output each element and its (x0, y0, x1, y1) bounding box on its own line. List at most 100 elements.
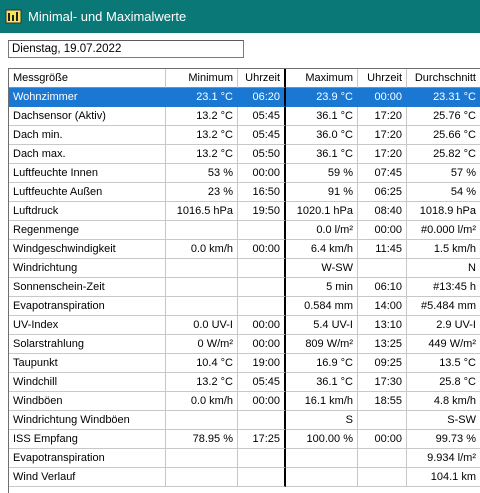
cell-average: 13.5 °C (407, 354, 480, 373)
table-row[interactable]: Windrichtung W-SW N (9, 259, 480, 278)
table-row[interactable]: Taupunkt 10.4 °C 19:00 16.9 °C 09:25 13.5 °C (9, 354, 480, 373)
cell-max-time: 17:30 (358, 373, 407, 392)
cell-average: #5.484 mm (407, 297, 480, 316)
cell-maximum: 36.1 °C (286, 107, 358, 126)
table-row[interactable]: Evapotranspiration 0.584 mm 14:00 #5.484 mm (9, 297, 480, 316)
cell-measure: Windchill (9, 373, 166, 392)
table-header[interactable]: Messgröße Minimum Uhrzeit Maximum Uhrzeit Dur… (9, 69, 480, 88)
cell-minimum: 23.1 °C (166, 88, 238, 107)
cell-max-time: 00:00 (358, 88, 407, 107)
cell-average: 25.66 °C (407, 126, 480, 145)
cell-measure: Windrichtung Windböen (9, 411, 166, 430)
cell-max-time: 13:10 (358, 316, 407, 335)
cell-minimum (166, 468, 238, 487)
cell-average: 449 W/m² (407, 335, 480, 354)
cell-minimum: 78.95 % (166, 430, 238, 449)
cell-minimum (166, 449, 238, 468)
cell-max-time: 00:00 (358, 221, 407, 240)
cell-maximum: 0.0 l/m² (286, 221, 358, 240)
cell-measure: Dach max. (9, 145, 166, 164)
cell-measure: Dach min. (9, 126, 166, 145)
table-row[interactable]: Solarstrahlung 0 W/m² 00:00 809 W/m² 13:25 44… (9, 335, 480, 354)
cell-maximum: 36.0 °C (286, 126, 358, 145)
cell-min-time: 05:45 (238, 107, 286, 126)
table-row[interactable]: Luftfeuchte Außen 23 % 16:50 91 % 06:25 54 % (9, 183, 480, 202)
cell-average: 23.31 °C (407, 88, 480, 107)
cell-min-time: 00:00 (238, 392, 286, 411)
cell-average: 104.1 km (407, 468, 480, 487)
min-max-table: Messgröße Minimum Uhrzeit Maximum Uhrzeit Dur… (8, 68, 480, 493)
cell-maximum: 809 W/m² (286, 335, 358, 354)
table-row[interactable]: Regenmenge 0.0 l/m² 00:00 #0.000 l/m² (9, 221, 480, 240)
column-header-minimum[interactable]: Minimum (166, 69, 238, 88)
cell-minimum (166, 259, 238, 278)
cell-maximum: 100.00 % (286, 430, 358, 449)
column-header-average[interactable]: Durchschnitt (407, 69, 480, 88)
cell-maximum: 91 % (286, 183, 358, 202)
table-row[interactable]: Luftdruck 1016.5 hPa 19:50 1020.1 hPa 08:40 1… (9, 202, 480, 221)
table-row[interactable]: Dach min. 13.2 °C 05:45 36.0 °C 17:20 25.66 °… (9, 126, 480, 145)
cell-minimum: 0.0 km/h (166, 240, 238, 259)
column-header-max-time[interactable]: Uhrzeit (358, 69, 407, 88)
table-row[interactable]: Dach max. 13.2 °C 05:50 36.1 °C 17:20 25.82 °… (9, 145, 480, 164)
cell-measure: Wohnzimmer (9, 88, 166, 107)
cell-maximum: 36.1 °C (286, 373, 358, 392)
title-bar: Minimal- und Maximalwerte (0, 0, 480, 33)
table-row[interactable]: Wind Verlauf 104.1 km (9, 468, 480, 487)
cell-measure: Sonnenschein-Zeit (9, 278, 166, 297)
cell-average: N (407, 259, 480, 278)
cell-max-time: 18:55 (358, 392, 407, 411)
table-row[interactable]: Luftfeuchte Innen 53 % 00:00 59 % 07:45 57 % (9, 164, 480, 183)
cell-measure: Wind Verlauf (9, 468, 166, 487)
cell-measure: Windgeschwindigkeit (9, 240, 166, 259)
cell-minimum: 13.2 °C (166, 373, 238, 392)
cell-average: 1.5 km/h (407, 240, 480, 259)
cell-max-time: 14:00 (358, 297, 407, 316)
cell-min-time: 00:00 (238, 164, 286, 183)
cell-min-time (238, 297, 286, 316)
app-icon (5, 9, 22, 24)
column-header-min-time[interactable]: Uhrzeit (238, 69, 286, 88)
cell-maximum: 59 % (286, 164, 358, 183)
cell-average: S-SW (407, 411, 480, 430)
cell-min-time: 19:50 (238, 202, 286, 221)
cell-min-time (238, 278, 286, 297)
cell-measure: UV-Index (9, 316, 166, 335)
cell-maximum: W-SW (286, 259, 358, 278)
cell-max-time: 17:20 (358, 107, 407, 126)
cell-min-time: 17:25 (238, 430, 286, 449)
table-row[interactable]: Windgeschwindigkeit 0.0 km/h 00:00 6.4 km/h… (9, 240, 480, 259)
cell-max-time: 09:25 (358, 354, 407, 373)
table-row[interactable]: ISS Empfang 78.95 % 17:25 100.00 % 00:00 99.7… (9, 430, 480, 449)
cell-measure: Luftfeuchte Innen (9, 164, 166, 183)
date-field[interactable]: Dienstag, 19.07.2022 (8, 40, 244, 58)
table-row[interactable]: Evapotranspiration 9.934 l/m² (9, 449, 480, 468)
table-row[interactable]: Wohnzimmer 23.1 °C 06:20 23.9 °C 00:00 23.31 … (9, 88, 480, 107)
cell-min-time (238, 411, 286, 430)
cell-min-time: 06:20 (238, 88, 286, 107)
cell-min-time: 05:45 (238, 373, 286, 392)
cell-measure: Evapotranspiration (9, 449, 166, 468)
table-row[interactable]: UV-Index 0.0 UV-I 00:00 5.4 UV-I 13:10 2.9 UV… (9, 316, 480, 335)
cell-max-time (358, 259, 407, 278)
cell-average: 57 % (407, 164, 480, 183)
table-row[interactable]: Windböen 0.0 km/h 00:00 16.1 km/h 18:55 4.8 k… (9, 392, 480, 411)
column-header-measure[interactable]: Messgröße (9, 69, 166, 88)
table-row[interactable]: Windchill 13.2 °C 05:45 36.1 °C 17:30 25.8 °C (9, 373, 480, 392)
cell-min-time: 19:00 (238, 354, 286, 373)
cell-measure: ISS Empfang (9, 430, 166, 449)
table-row[interactable]: Sonnenschein-Zeit 5 min 06:10 #13:45 h (9, 278, 480, 297)
cell-maximum (286, 468, 358, 487)
cell-average: 9.934 l/m² (407, 449, 480, 468)
cell-max-time: 06:25 (358, 183, 407, 202)
cell-measure: Windrichtung (9, 259, 166, 278)
cell-maximum: 6.4 km/h (286, 240, 358, 259)
cell-maximum: 1020.1 hPa (286, 202, 358, 221)
column-header-maximum[interactable]: Maximum (286, 69, 358, 88)
cell-max-time: 17:20 (358, 145, 407, 164)
cell-minimum: 10.4 °C (166, 354, 238, 373)
cell-measure: Solarstrahlung (9, 335, 166, 354)
table-row[interactable]: Dachsensor (Aktiv) 13.2 °C 05:45 36.1 °C 17:… (9, 107, 480, 126)
table-row[interactable]: Windrichtung Windböen S S-SW (9, 411, 480, 430)
cell-measure: Evapotranspiration (9, 297, 166, 316)
